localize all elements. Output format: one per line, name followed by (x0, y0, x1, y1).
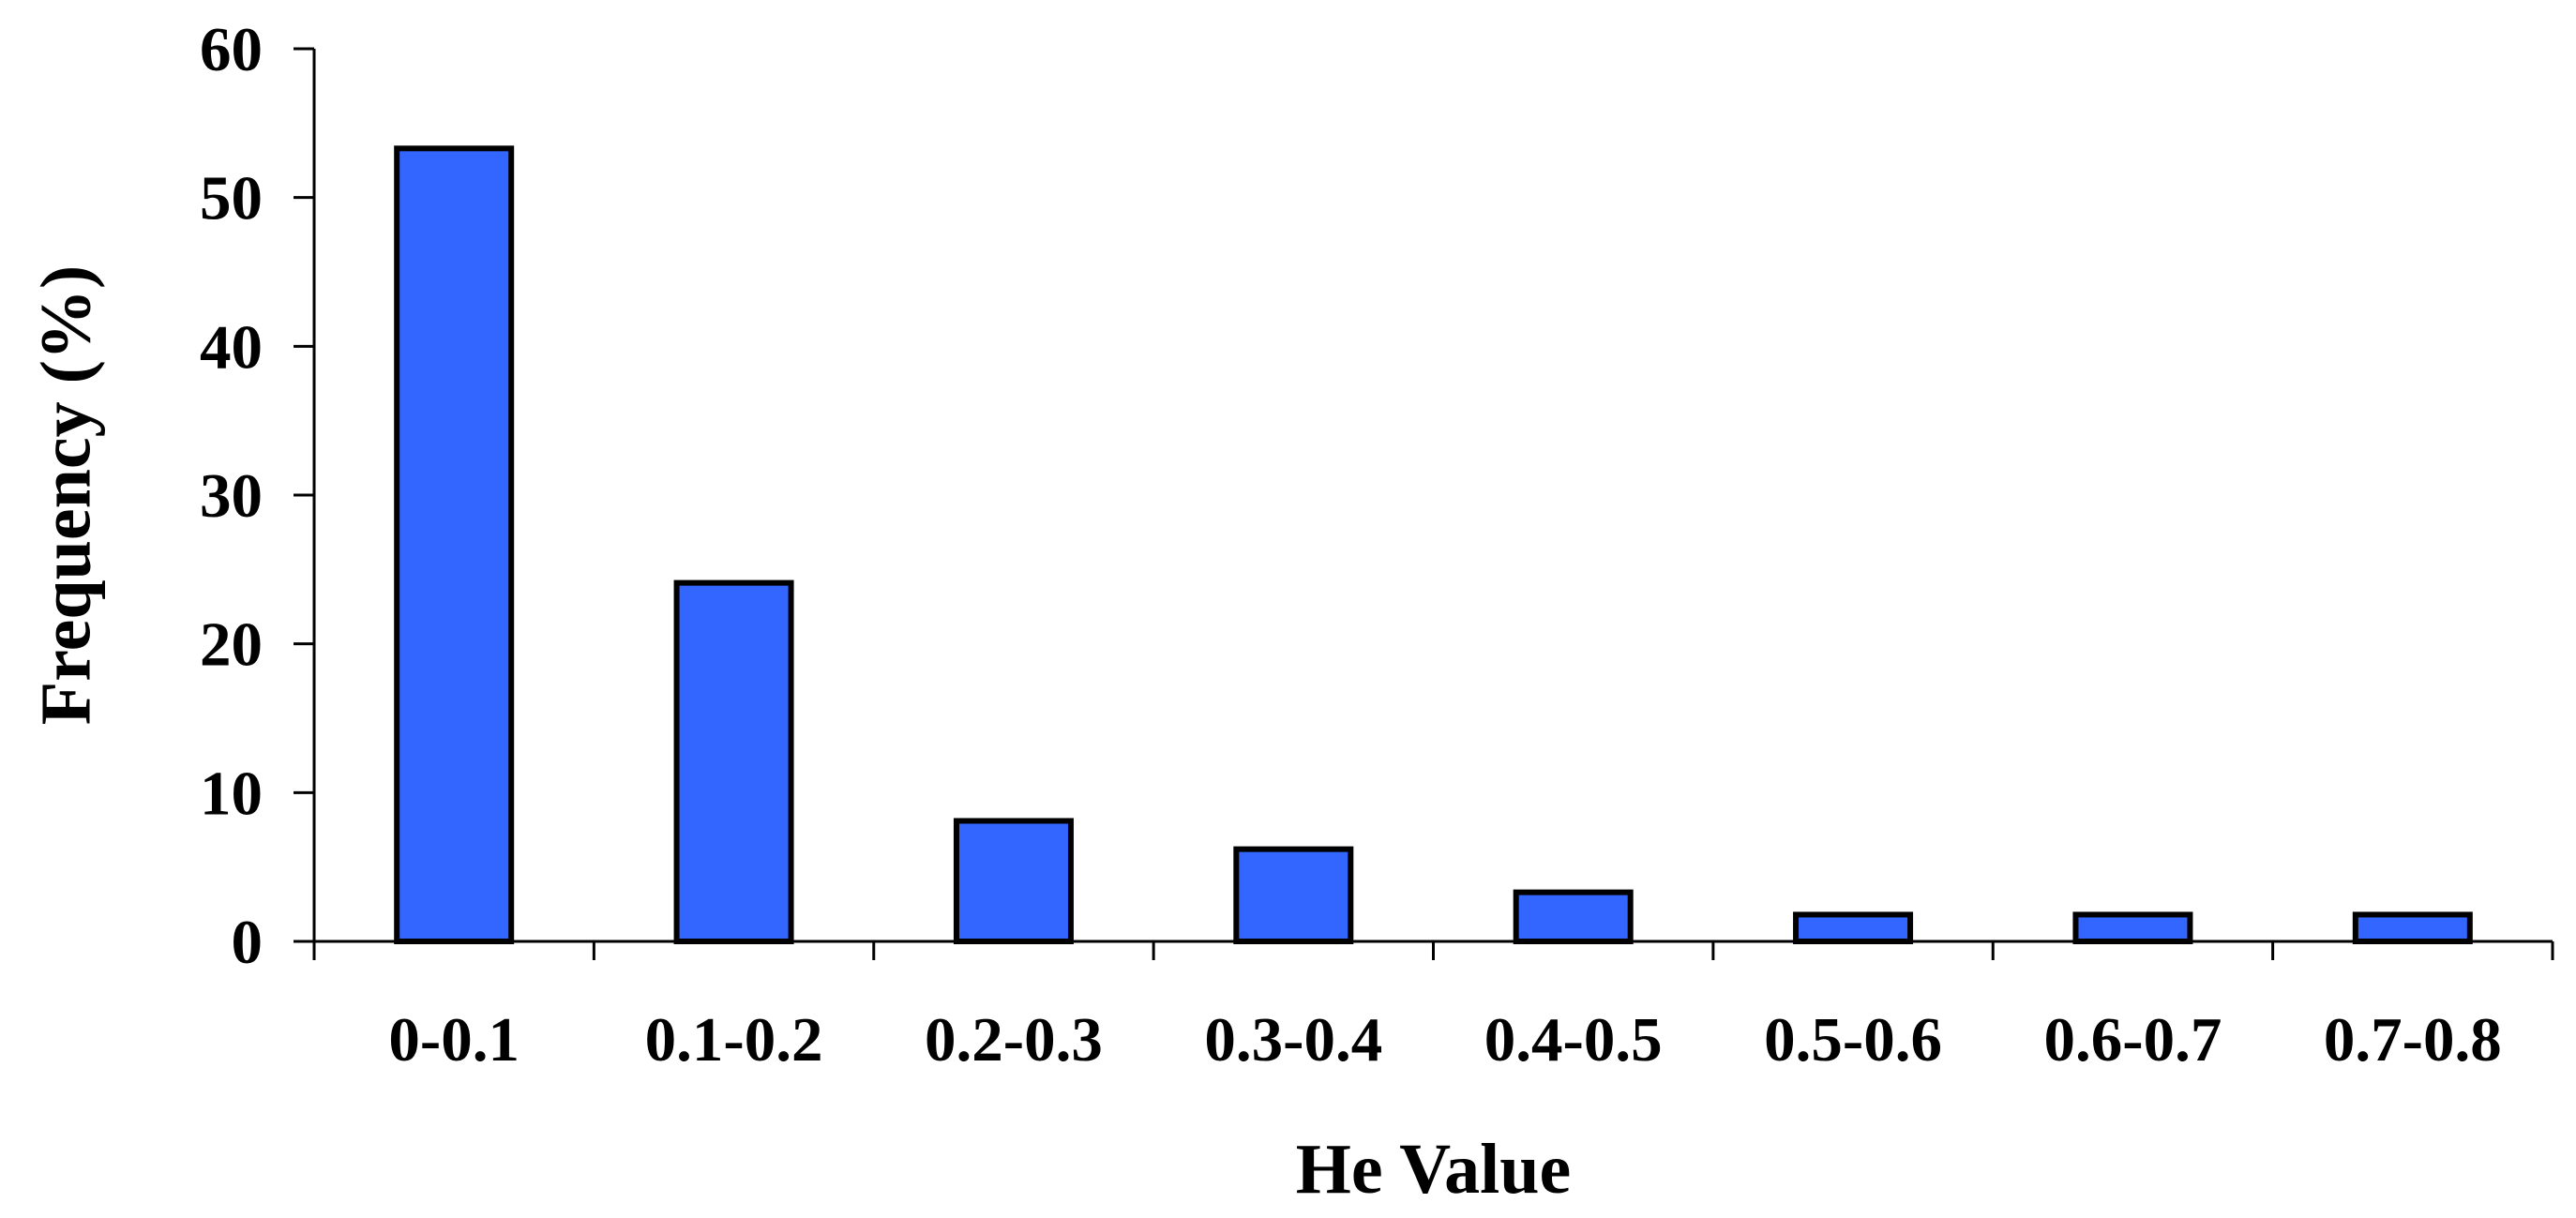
y-axis-title: Frequency (%) (26, 265, 105, 725)
bar-0.3-0.4 (1233, 846, 1354, 944)
x-tick-label: 0.2-0.3 (925, 1005, 1103, 1075)
y-tick-label: 40 (200, 312, 263, 382)
x-axis-title: He Value (1296, 1130, 1572, 1209)
bar-0.6-0.7 (2072, 911, 2193, 945)
y-tick-label: 20 (200, 610, 263, 680)
bars (394, 145, 2473, 945)
y-tick-label: 30 (200, 461, 263, 531)
y-axis-tick-labels: 0 10 20 30 40 50 60 (200, 15, 263, 977)
bar-0.7-0.8 (2352, 911, 2473, 945)
bar-0-0.1 (394, 145, 515, 945)
bar-0.2-0.3 (953, 818, 1074, 944)
y-tick-label: 0 (232, 908, 264, 977)
x-tick-label: 0.6-0.7 (2044, 1005, 2222, 1075)
x-tick-label: 0.3-0.4 (1204, 1005, 1382, 1075)
x-tick-label: 0.7-0.8 (2324, 1005, 2502, 1075)
x-axis-ticks (312, 941, 2554, 960)
x-tick-label: 0.1-0.2 (645, 1005, 823, 1075)
x-tick-label: 0.5-0.6 (1764, 1005, 1942, 1075)
bar-0.4-0.5 (1513, 889, 1634, 945)
y-axis-ticks (294, 47, 314, 943)
bar-0.5-0.6 (1793, 911, 1914, 945)
x-tick-label: 0-0.1 (388, 1005, 520, 1075)
x-axis-tick-labels: 0-0.1 0.1-0.2 0.2-0.3 0.3-0.4 0.4-0.5 0.5-0.6… (388, 1005, 2501, 1075)
y-tick-label: 60 (200, 15, 263, 84)
y-tick-label: 50 (200, 164, 263, 233)
y-tick-label: 10 (200, 759, 263, 828)
x-tick-label: 0.4-0.5 (1484, 1005, 1663, 1075)
bar-0.1-0.2 (673, 579, 794, 944)
